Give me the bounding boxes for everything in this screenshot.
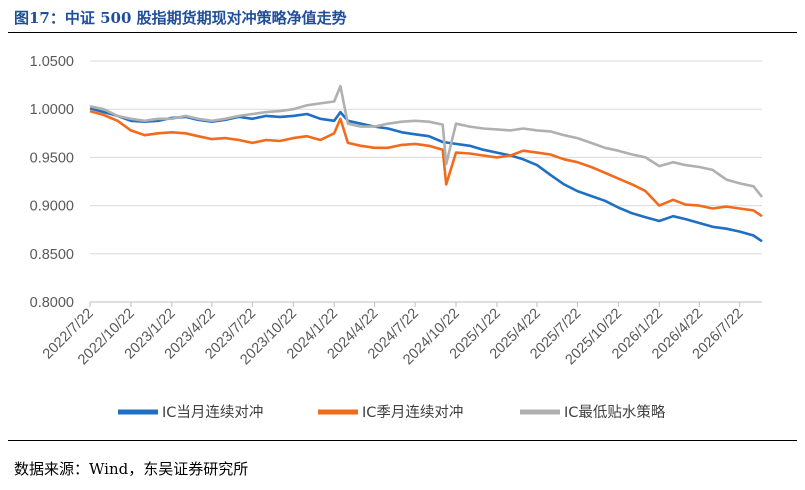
y-tick-label: 0.9500 xyxy=(30,150,74,166)
series-line xyxy=(89,84,764,198)
legend: IC当月连续对冲 IC季月连续对冲 IC最低贴水策略 xyxy=(118,404,666,421)
series-line xyxy=(89,106,763,243)
line-chart: 0.80000.85000.90000.95001.00001.05002022… xyxy=(30,54,764,421)
series-lines xyxy=(89,84,764,243)
y-tick-label: 0.8000 xyxy=(30,295,74,311)
top-rule xyxy=(8,32,797,33)
y-tick-label: 0.9000 xyxy=(30,199,74,215)
source-note: 数据来源：Wind，东吴证券研究所 xyxy=(14,460,249,478)
legend-label: IC当月连续对冲 xyxy=(162,404,263,421)
figure-title: 图17：中证 500 股指期货期现对冲策略净值走势 xyxy=(14,9,347,27)
gridlines xyxy=(90,60,762,255)
legend-label: IC季月连续对冲 xyxy=(362,404,463,421)
y-tick-label: 1.0000 xyxy=(30,102,74,118)
legend-label: IC最低贴水策略 xyxy=(564,404,666,421)
y-tick-label: 0.8500 xyxy=(30,247,74,263)
axes: 0.80000.85000.90000.95001.00001.05002022… xyxy=(30,54,762,368)
series-line xyxy=(89,109,763,218)
y-tick-label: 1.0500 xyxy=(30,54,74,70)
bottom-rule xyxy=(8,440,797,441)
